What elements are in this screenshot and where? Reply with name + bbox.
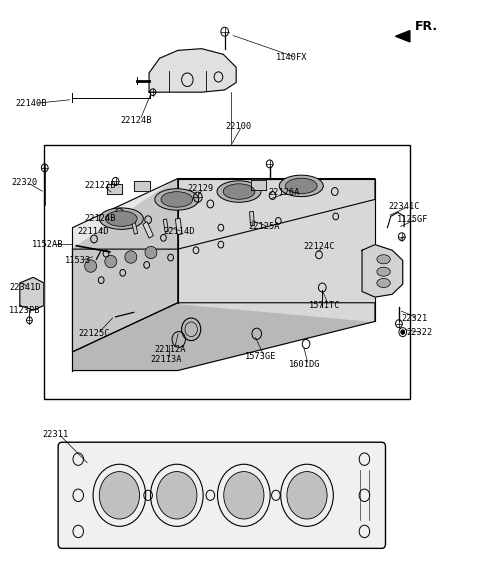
Text: 1140FX: 1140FX [276,53,307,62]
Text: 22124B: 22124B [120,116,152,125]
Polygon shape [175,218,182,235]
Circle shape [117,218,122,224]
Text: 22124C: 22124C [303,242,335,251]
Bar [44,145,410,398]
Text: 22114D: 22114D [163,227,195,236]
Text: 22112A: 22112A [155,345,186,354]
Ellipse shape [217,181,261,202]
Text: 22114D: 22114D [77,227,109,236]
Polygon shape [72,303,375,371]
Text: 11533: 11533 [65,256,92,265]
Polygon shape [143,222,154,238]
Text: 22311: 22311 [43,430,69,439]
Polygon shape [132,221,138,234]
Text: 22125C: 22125C [78,329,110,338]
Text: 22322: 22322 [407,328,433,337]
Text: 1601DG: 1601DG [289,361,320,370]
Circle shape [157,471,197,519]
Text: 22129: 22129 [187,183,214,192]
Text: 1123PB: 1123PB [9,306,41,315]
Ellipse shape [223,184,255,199]
Polygon shape [149,49,236,92]
Text: 22341D: 22341D [9,283,41,292]
Ellipse shape [161,192,192,207]
Ellipse shape [84,260,96,272]
Text: 22341C: 22341C [388,202,420,211]
Text: 1573GE: 1573GE [245,352,276,361]
Ellipse shape [279,175,323,196]
Ellipse shape [145,246,157,259]
Ellipse shape [106,211,137,226]
Ellipse shape [105,255,117,268]
Circle shape [287,471,327,519]
Text: 22140B: 22140B [15,99,47,108]
Circle shape [224,471,264,519]
Ellipse shape [286,178,317,194]
Text: 22124B: 22124B [84,214,116,223]
Polygon shape [20,277,44,310]
Polygon shape [72,178,375,249]
Polygon shape [134,181,150,191]
Polygon shape [163,219,168,232]
FancyBboxPatch shape [58,442,385,548]
Text: 1571TC: 1571TC [310,301,341,310]
Text: FR.: FR. [415,20,438,33]
Text: 22100: 22100 [226,122,252,131]
Ellipse shape [99,208,144,229]
Text: 22126A: 22126A [269,188,300,197]
Polygon shape [250,212,254,226]
Polygon shape [251,179,266,190]
Ellipse shape [125,251,137,263]
Polygon shape [178,178,375,321]
Ellipse shape [155,188,199,210]
Text: 1152AB: 1152AB [32,240,63,249]
Polygon shape [72,178,178,352]
Ellipse shape [377,255,390,264]
Text: 22320: 22320 [11,178,37,187]
Text: 22125A: 22125A [249,222,280,231]
Polygon shape [107,183,122,194]
Ellipse shape [377,267,390,276]
Polygon shape [362,245,403,297]
Text: 22122B: 22122B [84,181,116,190]
Text: 1125GF: 1125GF [397,215,429,224]
Text: 22113A: 22113A [150,355,181,365]
Text: 22321: 22321 [402,314,428,323]
Polygon shape [396,31,410,42]
Ellipse shape [377,278,390,288]
Circle shape [401,330,405,335]
Circle shape [99,471,140,519]
